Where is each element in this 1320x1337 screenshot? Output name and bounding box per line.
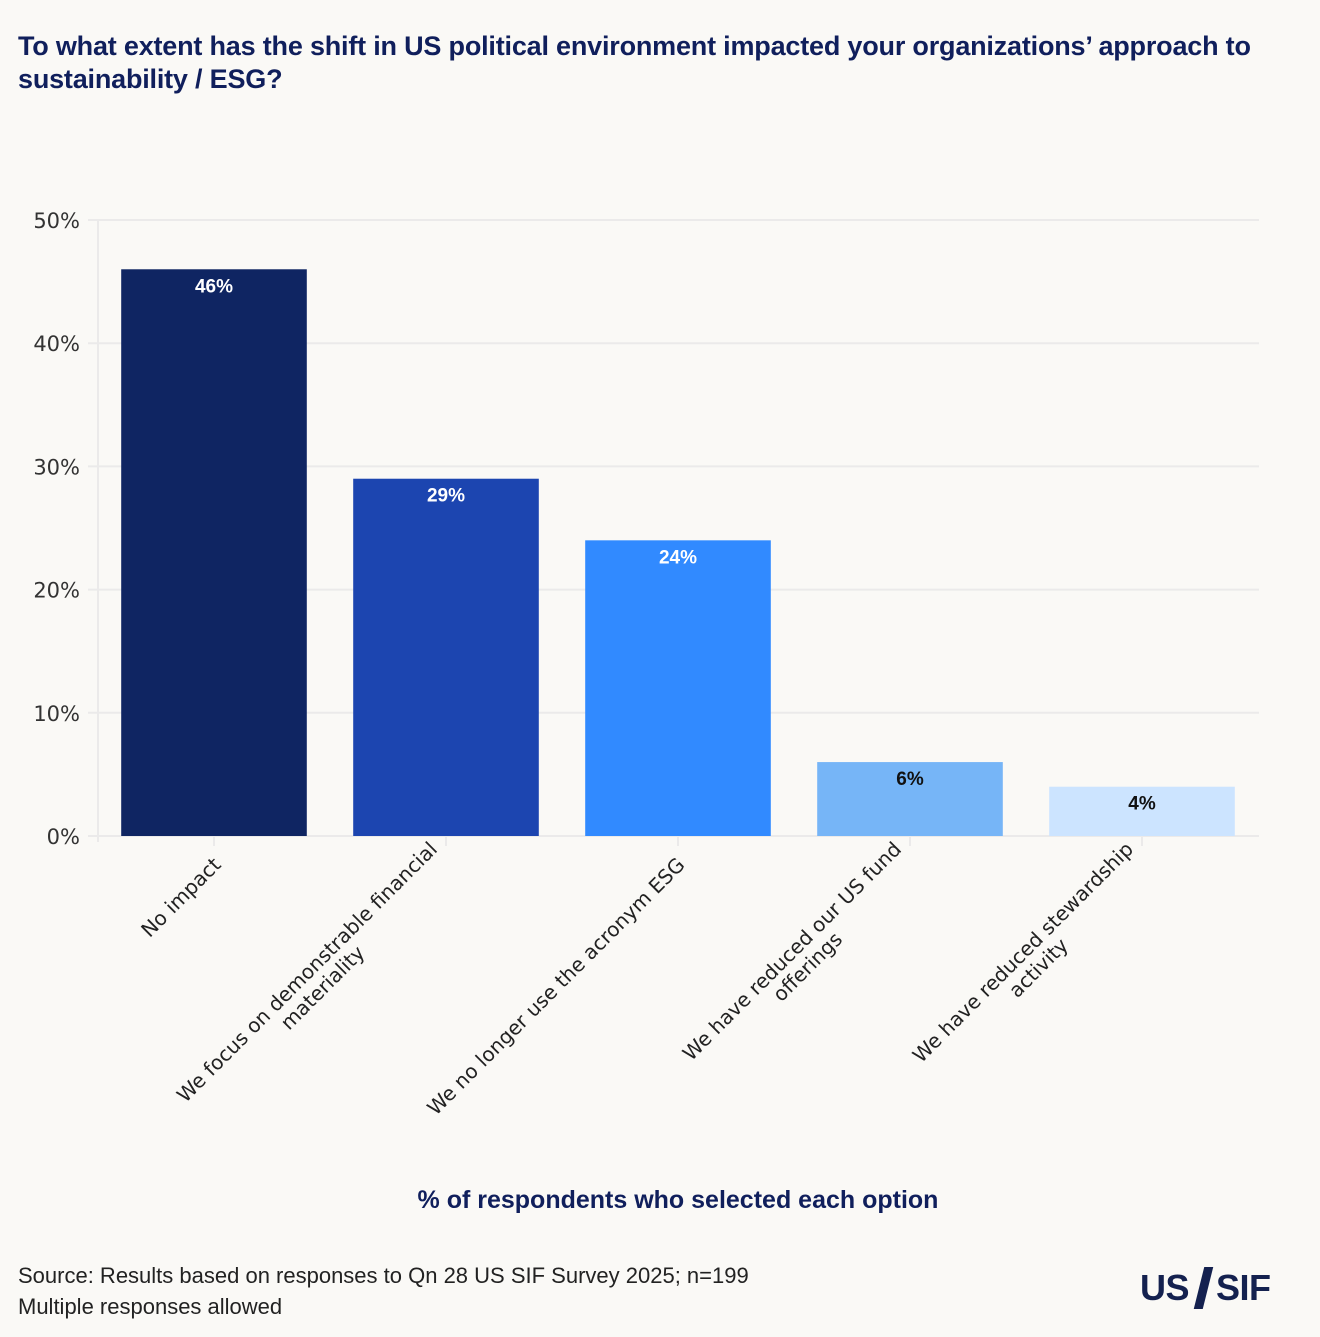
y-axis-ticks: 0% 10% 20% 30% 40% 50% [33,209,80,849]
y-tick-label: 10% [33,702,80,726]
bar [585,540,771,836]
bars [121,269,1235,836]
y-tick-label: 40% [33,332,80,356]
data-label: 46% [195,276,233,297]
x-tick-label-line: We have reduced our US fund [678,837,906,1065]
source-note: Source: Results based on responses to Qn… [18,1260,749,1322]
y-tick-label: 0% [47,825,80,849]
us-sif-logo: US SIF [1140,1266,1271,1310]
bar-chart: 0% 10% 20% 30% 40% 50% 46% 29% 24% 6% 4% No impac… [33,209,1259,1120]
x-tick-label: No impact [136,852,225,941]
x-tick-label-line: No impact [136,852,225,941]
logo-text-left: US [1140,1267,1190,1308]
source-line: Multiple responses allowed [18,1294,283,1319]
source-line: Source: Results based on responses to Qn… [18,1263,749,1288]
bar [353,478,539,836]
bar [121,269,307,836]
bar [817,762,1003,836]
bar [1049,786,1235,836]
y-tick-label: 50% [33,209,80,233]
x-tick-label: We no longer use the acronym ESG [422,853,689,1120]
y-tick-label: 20% [33,579,80,603]
x-axis-label: % of respondents who selected each optio… [417,1186,939,1214]
y-tick-label: 30% [33,455,80,479]
data-label: 29% [427,486,465,507]
data-labels: 46% 29% 24% 6% 4% [195,276,1156,814]
slash-icon [1193,1267,1214,1309]
chart-title: To what extent has the shift in US polit… [18,31,1251,94]
data-label: 24% [659,547,697,568]
x-tick-label-line: We have reduced stewardship [908,837,1138,1067]
logo-text-right: SIF [1216,1267,1271,1308]
x-tick-label-line: We no longer use the acronym ESG [422,853,689,1120]
data-label: 4% [1128,794,1156,815]
data-label: 6% [896,769,924,790]
